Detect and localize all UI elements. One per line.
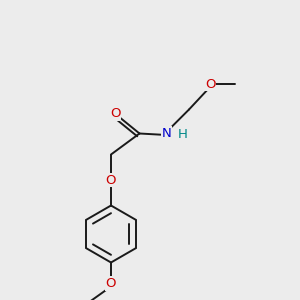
Text: N: N — [162, 127, 171, 140]
Text: O: O — [110, 107, 121, 121]
Text: O: O — [106, 277, 116, 290]
Text: O: O — [106, 173, 116, 187]
Text: H: H — [178, 128, 188, 142]
Text: O: O — [205, 77, 215, 91]
